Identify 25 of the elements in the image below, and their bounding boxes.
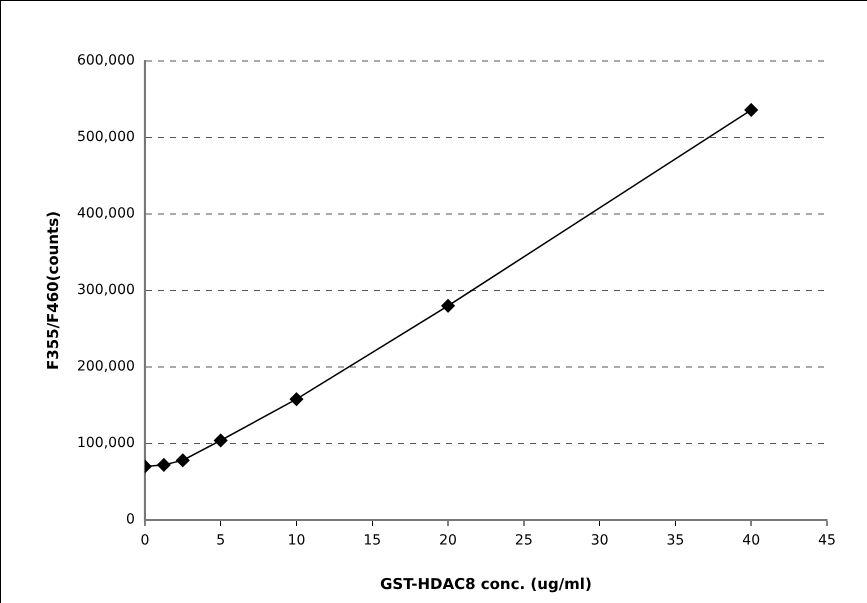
y-tick-label: 200,000 bbox=[76, 358, 135, 375]
point bbox=[176, 454, 190, 468]
y-axis-title: F355/F460(counts) bbox=[44, 211, 62, 370]
x-tick-label: 0 bbox=[140, 532, 150, 549]
y-tick-label: 100,000 bbox=[76, 435, 135, 452]
x-tick-label: 25 bbox=[514, 532, 533, 549]
x-tick-label: 5 bbox=[216, 532, 226, 549]
y-tick-label: 400,000 bbox=[76, 206, 135, 222]
y-tick-label: 0 bbox=[126, 512, 135, 528]
x-tick-label: 40 bbox=[742, 532, 760, 549]
x-tick-label: 35 bbox=[666, 532, 684, 549]
y-tick-label: 600,000 bbox=[76, 52, 135, 69]
x-tick-label: 20 bbox=[439, 532, 457, 549]
x-tick-label: 10 bbox=[288, 532, 306, 549]
y-tick-label: 500,000 bbox=[76, 129, 135, 146]
x-tick-label: 30 bbox=[590, 532, 609, 549]
point bbox=[157, 458, 171, 472]
x-tick-label: 45 bbox=[818, 532, 836, 549]
point bbox=[214, 434, 228, 448]
point bbox=[441, 299, 455, 313]
point bbox=[744, 103, 758, 117]
y-tick-label: 300,000 bbox=[76, 282, 135, 298]
x-tick-label: 15 bbox=[363, 532, 382, 549]
x-axis-title: GST-HDAC8 conc. (ug/ml) bbox=[380, 574, 592, 593]
point bbox=[290, 392, 304, 406]
